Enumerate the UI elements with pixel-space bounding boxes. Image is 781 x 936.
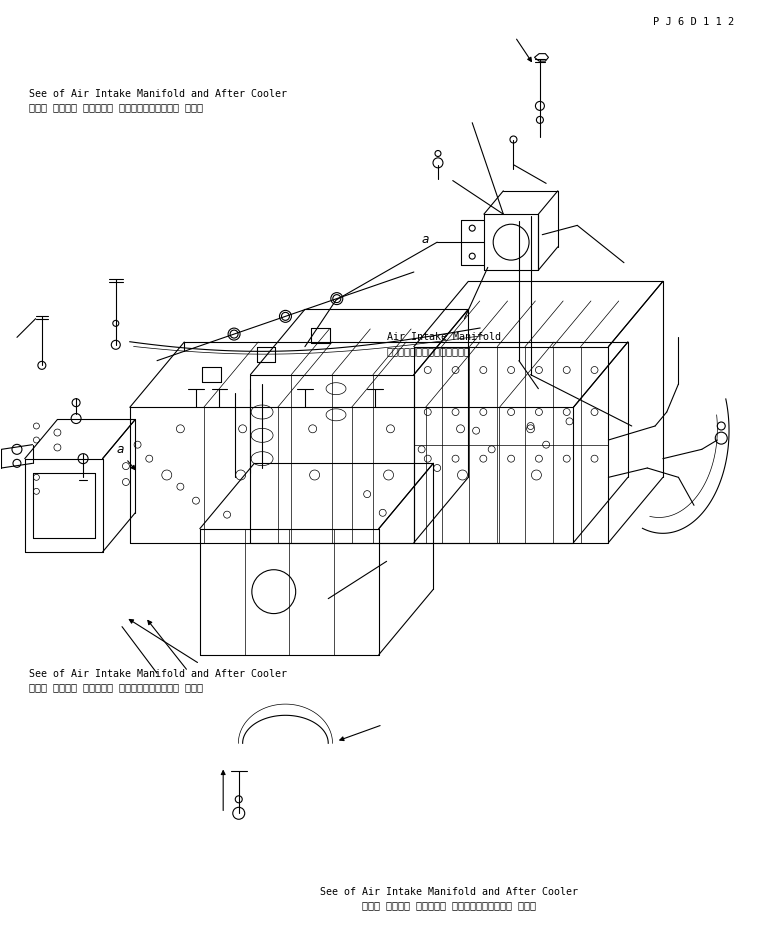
Text: a: a (422, 233, 430, 246)
Text: エアー インテー クマニホー ルドおよびアフタクー ラ参照: エアー インテー クマニホー ルドおよびアフタクー ラ参照 (362, 899, 536, 910)
Text: P J 6 D 1 1 2: P J 6 D 1 1 2 (654, 17, 735, 27)
Circle shape (34, 489, 39, 494)
Text: a: a (116, 443, 124, 456)
Circle shape (34, 437, 39, 443)
Text: エアー インテー クマニホー ルドおよびアフタクー ラ参照: エアー インテー クマニホー ルドおよびアフタクー ラ参照 (29, 682, 202, 693)
Text: See of Air Intake Manifold and After Cooler: See of Air Intake Manifold and After Coo… (29, 669, 287, 680)
Text: エアーインテークマニホールド: エアーインテークマニホールド (387, 346, 471, 357)
Polygon shape (534, 53, 548, 61)
Text: Air Intake Manifold: Air Intake Manifold (387, 332, 501, 343)
Text: See of Air Intake Manifold and After Cooler: See of Air Intake Manifold and After Coo… (29, 89, 287, 99)
Circle shape (34, 475, 39, 480)
Circle shape (34, 423, 39, 429)
Text: See of Air Intake Manifold and After Cooler: See of Air Intake Manifold and After Coo… (320, 886, 578, 897)
Text: エアー インテー クマニホー ルドおよびアフタクー ラ参照: エアー インテー クマニホー ルドおよびアフタクー ラ参照 (29, 102, 202, 111)
